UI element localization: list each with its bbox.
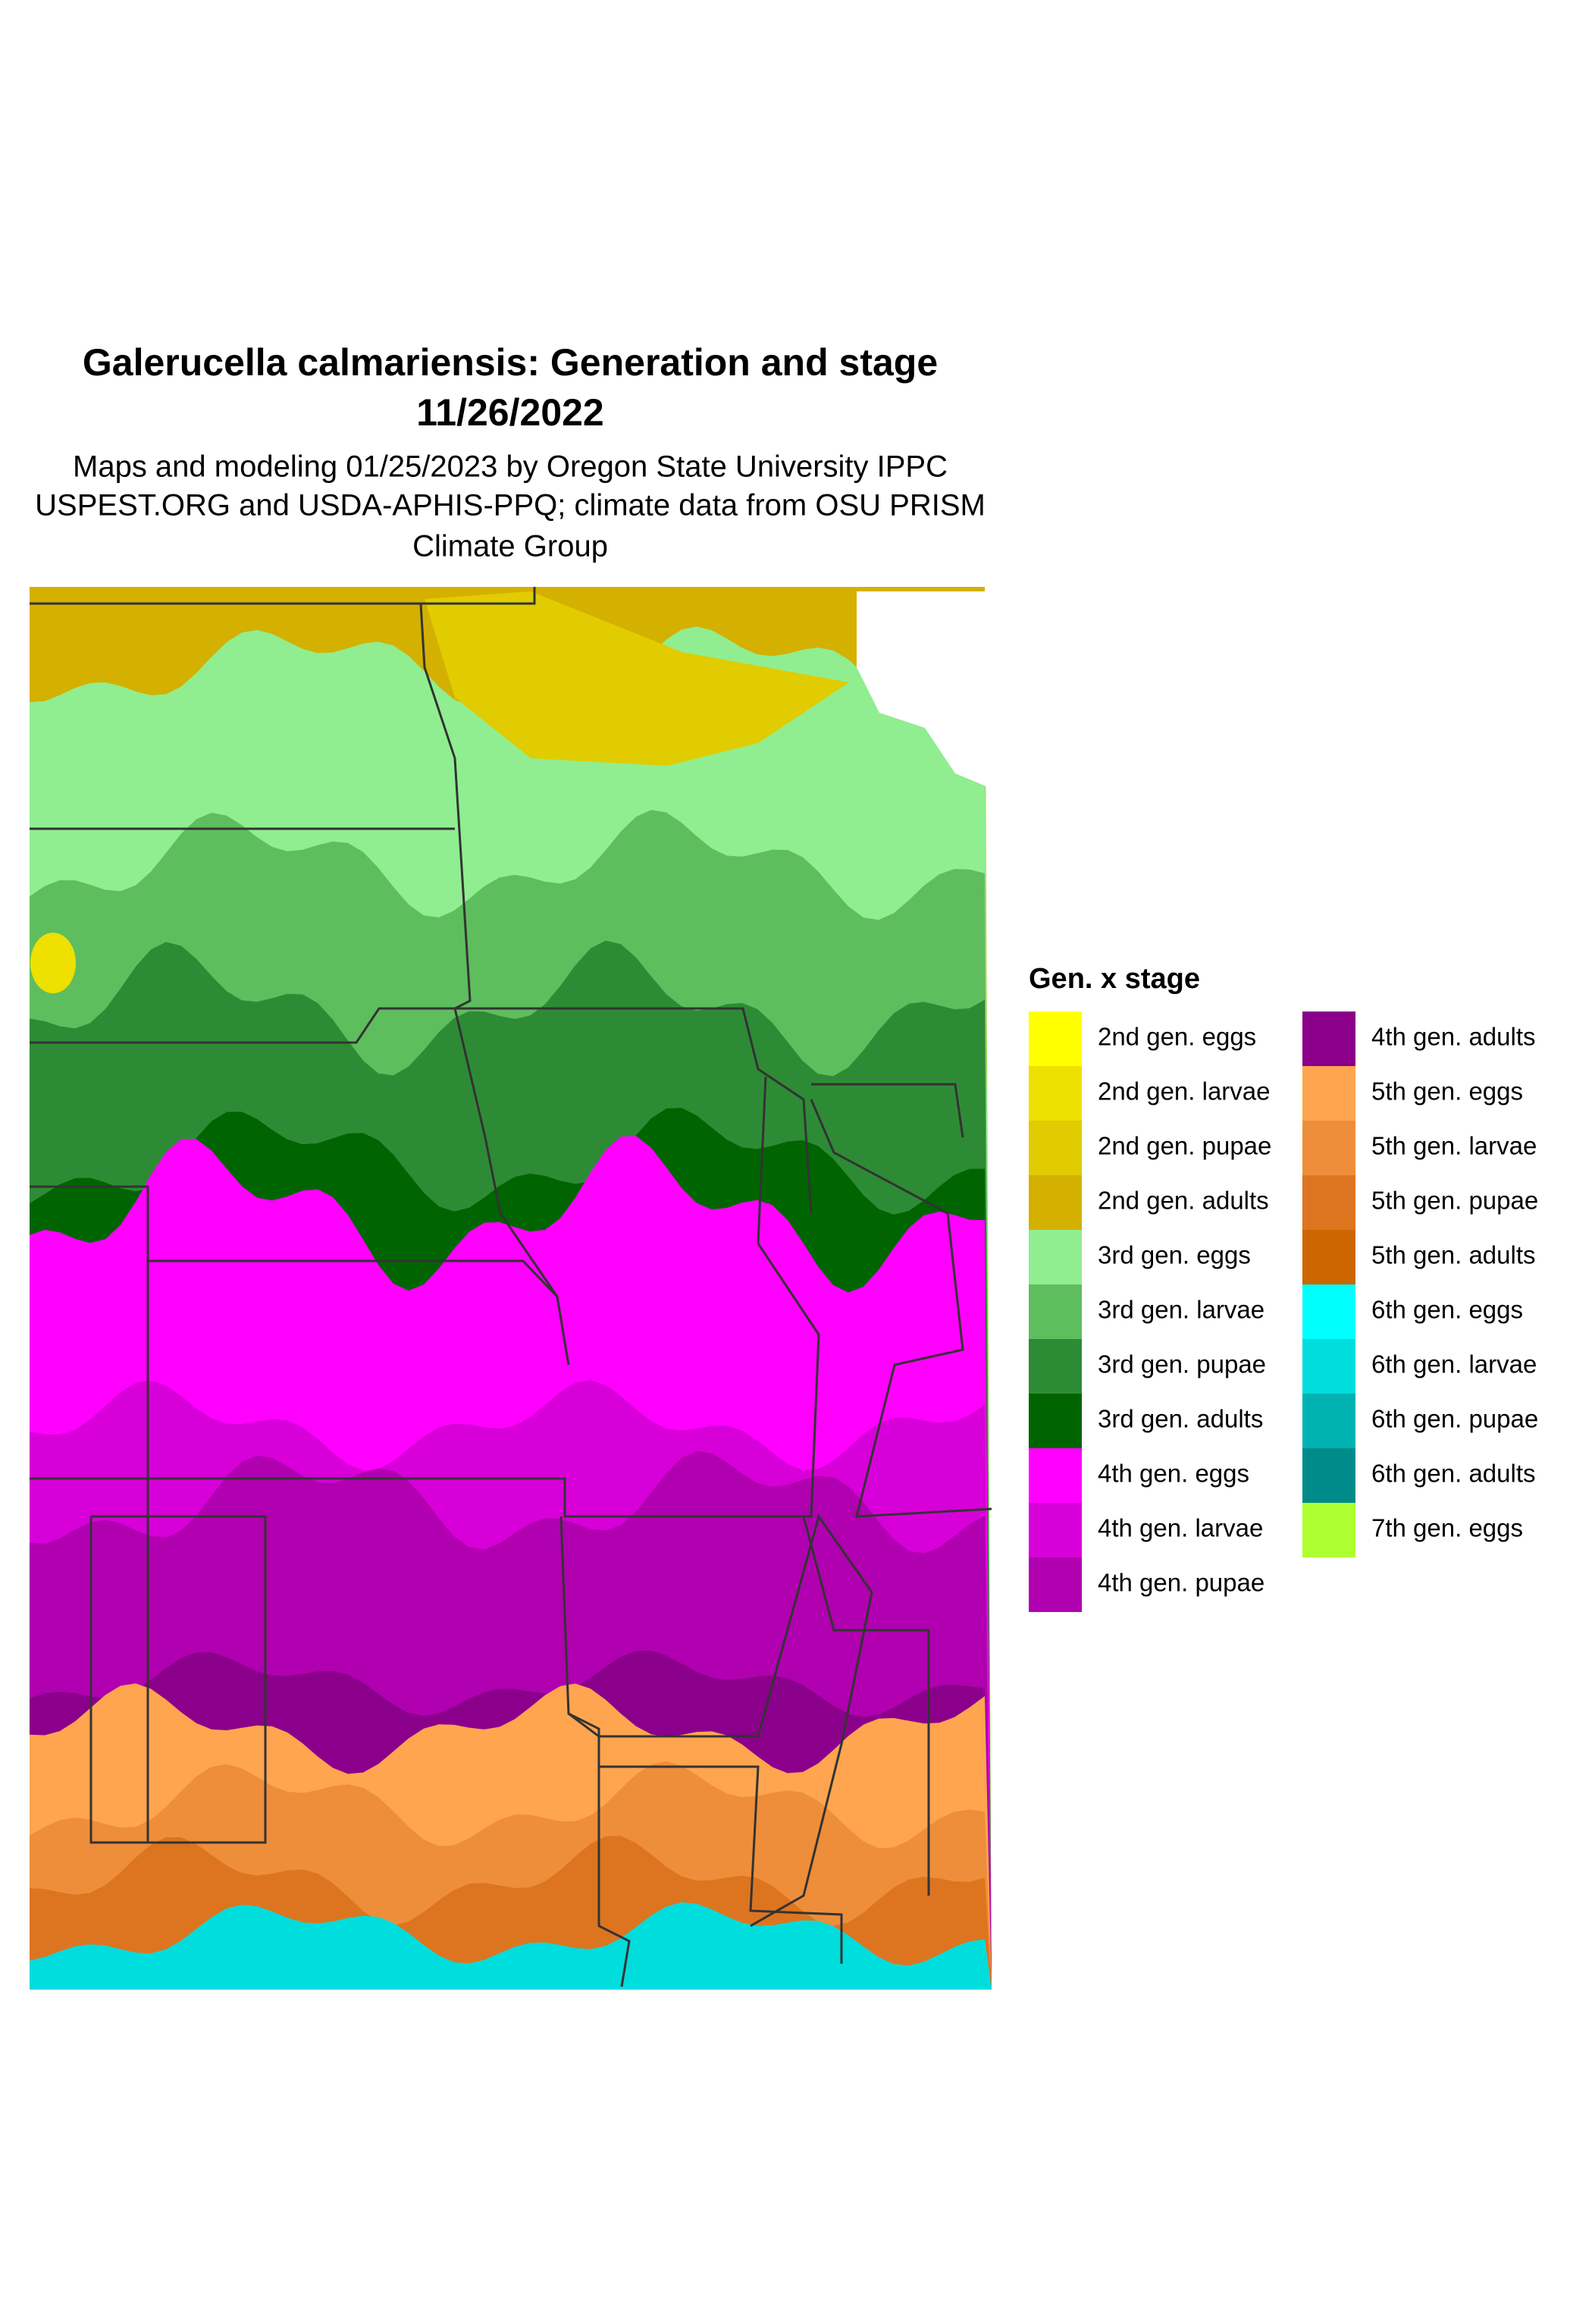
- legend-swatch: [1029, 1121, 1082, 1175]
- state-borders: [30, 587, 992, 1987]
- legend-swatch: [1302, 1284, 1355, 1339]
- legend-label: 2nd gen. larvae: [1098, 1077, 1271, 1106]
- legend-swatch: [1302, 1448, 1355, 1503]
- legend-label: 3rd gen. larvae: [1098, 1296, 1265, 1324]
- legend-label: 7th gen. eggs: [1371, 1514, 1523, 1542]
- legend-swatch: [1302, 1339, 1355, 1394]
- legend-label: 5th gen. pupae: [1371, 1187, 1538, 1215]
- legend-swatch: [1302, 1503, 1355, 1557]
- legend-swatch: [1029, 1503, 1082, 1557]
- legend-label: 6th gen. adults: [1371, 1460, 1536, 1488]
- legend-swatch: [1029, 1066, 1082, 1121]
- legend-swatch: [1029, 1011, 1082, 1066]
- legend-swatch: [1302, 1175, 1355, 1230]
- border: [30, 1076, 820, 1518]
- border: [568, 1513, 873, 1927]
- legend-label: 5th gen. larvae: [1371, 1132, 1537, 1160]
- stage-zone: [425, 591, 849, 766]
- legend-swatch: [1029, 1230, 1082, 1284]
- legend-label: 3rd gen. adults: [1098, 1405, 1263, 1433]
- legend-label: 4th gen. eggs: [1098, 1460, 1249, 1488]
- legend-label: 6th gen. larvae: [1371, 1350, 1537, 1378]
- subtitle: Maps and modeling 01/25/2023 by Oregon S…: [73, 450, 948, 484]
- legend-swatch: [1302, 1394, 1355, 1448]
- legend-swatch: [1302, 1230, 1355, 1284]
- border: [599, 1765, 843, 1964]
- border: [810, 1099, 992, 1518]
- water: [857, 591, 992, 789]
- legend-swatch: [1029, 1175, 1082, 1230]
- legend: Gen. x stage 2nd gen. eggs 2nd gen. larva…: [1029, 963, 1538, 1612]
- legend-swatch: [1302, 1121, 1355, 1175]
- border: [30, 1007, 813, 1214]
- legend-label: 4th gen. adults: [1371, 1023, 1536, 1051]
- legend-label: 4th gen. larvae: [1098, 1514, 1263, 1542]
- legend-label: 5th gen. adults: [1371, 1241, 1536, 1269]
- legend-swatch: [1029, 1557, 1082, 1612]
- border: [30, 587, 536, 605]
- legend-label: 2nd gen. eggs: [1098, 1023, 1256, 1051]
- legend-swatch: [1029, 1339, 1082, 1394]
- subtitle: USPEST.ORG and USDA-APHIS-PPQ; climate d…: [35, 489, 986, 522]
- border: [811, 1083, 964, 1138]
- stage-zone: [30, 1902, 992, 1990]
- legend-swatch: [1029, 1284, 1082, 1339]
- border: [89, 1515, 267, 1844]
- map-area: [30, 587, 992, 1990]
- legend-swatch: [1029, 1394, 1082, 1448]
- legend-label: 6th gen. pupae: [1371, 1405, 1538, 1433]
- legend-swatch: [1029, 1448, 1082, 1503]
- legend-label: 3rd gen. eggs: [1098, 1241, 1251, 1269]
- legend-label: 6th gen. eggs: [1371, 1296, 1523, 1324]
- legend-label: 5th gen. eggs: [1371, 1077, 1523, 1106]
- legend-label: 2nd gen. pupae: [1098, 1132, 1271, 1160]
- border: [559, 1516, 631, 1987]
- legend-swatch: [1302, 1011, 1355, 1066]
- border: [802, 1516, 930, 1896]
- legend-swatch: [1302, 1066, 1355, 1121]
- legend-label: 2nd gen. adults: [1098, 1187, 1269, 1215]
- subtitle: Climate Group: [412, 530, 608, 563]
- title: Galerucella calmariensis: Generation and…: [83, 341, 938, 384]
- legend-title: Gen. x stage: [1029, 963, 1200, 995]
- legend-label: 3rd gen. pupae: [1098, 1350, 1266, 1378]
- legend-label: 4th gen. pupae: [1098, 1569, 1265, 1597]
- date: 11/26/2022: [416, 391, 604, 434]
- stage-zone: [30, 933, 76, 993]
